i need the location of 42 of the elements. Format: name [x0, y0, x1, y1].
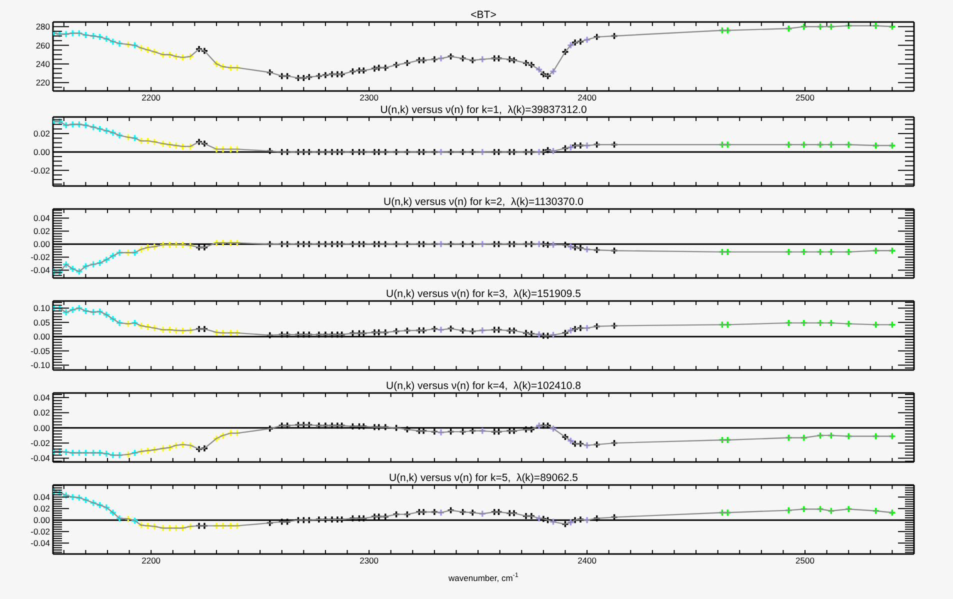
y-tick-label: 0.05	[33, 317, 50, 328]
x-tick-label: 2200	[142, 555, 161, 566]
y-tick-label: 0.02	[33, 128, 50, 139]
y-tick-label: 0.00	[33, 146, 50, 157]
y-tick-label: 0.00	[33, 239, 50, 250]
y-tick-label: 0.00	[33, 515, 50, 526]
y-tick-label: -0.10	[30, 360, 50, 370]
y-tick-label: -0.04	[30, 453, 50, 464]
chart-title: U(n,k) versus ν(n) for k=1, λ(k)=39837312.0	[379, 103, 588, 117]
x-tick-label: 2500	[796, 92, 815, 102]
y-tick-label: -0.05	[30, 346, 50, 356]
y-tick-label: 280	[36, 22, 50, 32]
y-tick-label: -0.02	[30, 165, 50, 176]
y-tick-label: -0.02	[30, 526, 50, 537]
y-tick-label: 220	[36, 78, 50, 88]
y-tick-label: 0.10	[33, 303, 50, 314]
y-tick-label: 240	[36, 58, 50, 69]
y-tick-label: 0.00	[33, 332, 50, 342]
chart-title: U(n,k) versus ν(n) for k=5, λ(k)=89062.5	[388, 471, 580, 485]
chart-title: U(n,k) versus ν(n) for k=3, λ(k)=151909.5	[385, 287, 582, 301]
x-tick-label: 2200	[142, 92, 161, 102]
y-tick-label: 0.04	[33, 213, 50, 224]
x-tick-label: 2500	[796, 555, 815, 566]
chart-title: U(n,k) versus ν(n) for k=4, λ(k)=102410.8	[385, 379, 582, 393]
y-tick-label: -0.04	[30, 538, 50, 548]
x-tick-label: 2300	[360, 555, 379, 566]
x-tick-label: 2400	[578, 92, 597, 102]
y-tick-label: -0.04	[30, 265, 50, 276]
y-tick-label: -0.02	[30, 438, 50, 448]
y-tick-label: 0.02	[33, 504, 50, 514]
y-tick-label: 0.04	[33, 492, 50, 502]
x-tick-label: 2400	[578, 555, 597, 566]
chart-title: <BT>	[470, 8, 498, 22]
y-tick-label: 0.04	[33, 392, 50, 403]
x-axis-title: wavenumber, cm$^{-1}$	[448, 571, 520, 583]
y-tick-label: 0.00	[33, 422, 50, 433]
y-tick-label: 0.02	[33, 408, 50, 418]
y-tick-label: 260	[36, 40, 50, 50]
x-tick-label: 2300	[360, 92, 379, 102]
y-tick-label: 0.02	[33, 226, 50, 236]
y-tick-label: -0.02	[30, 252, 50, 262]
chart-title: U(n,k) versus ν(n) for k=2, λ(k)=1130370.0	[382, 195, 584, 209]
